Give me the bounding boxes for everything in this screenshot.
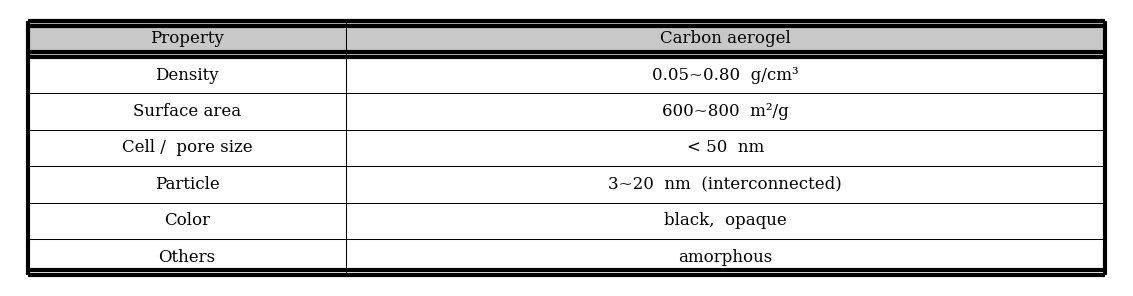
Text: Color: Color xyxy=(164,212,210,229)
Text: amorphous: amorphous xyxy=(679,249,773,266)
Text: 600~800  m²/g: 600~800 m²/g xyxy=(662,103,789,120)
Text: Cell /  pore size: Cell / pore size xyxy=(121,139,253,157)
Bar xyxy=(346,130,1105,166)
Bar xyxy=(28,21,346,57)
Text: black,  opaque: black, opaque xyxy=(664,212,786,229)
Text: 3~20  nm  (interconnected): 3~20 nm (interconnected) xyxy=(608,176,842,193)
Text: Property: Property xyxy=(151,30,224,47)
Bar xyxy=(346,239,1105,275)
Text: 0.05~0.80  g/cm³: 0.05~0.80 g/cm³ xyxy=(651,67,799,84)
Bar xyxy=(28,202,346,239)
Bar xyxy=(28,57,346,94)
Bar xyxy=(28,94,346,130)
Bar xyxy=(346,21,1105,57)
Bar xyxy=(346,57,1105,94)
Bar xyxy=(28,166,346,202)
Text: Surface area: Surface area xyxy=(133,103,241,120)
Text: Others: Others xyxy=(159,249,215,266)
Text: Density: Density xyxy=(155,67,219,84)
Bar xyxy=(28,239,346,275)
Text: Carbon aerogel: Carbon aerogel xyxy=(659,30,791,47)
Text: Particle: Particle xyxy=(155,176,220,193)
Bar xyxy=(346,94,1105,130)
Bar xyxy=(346,202,1105,239)
Bar xyxy=(346,166,1105,202)
Bar xyxy=(28,130,346,166)
Text: < 50  nm: < 50 nm xyxy=(687,139,764,157)
